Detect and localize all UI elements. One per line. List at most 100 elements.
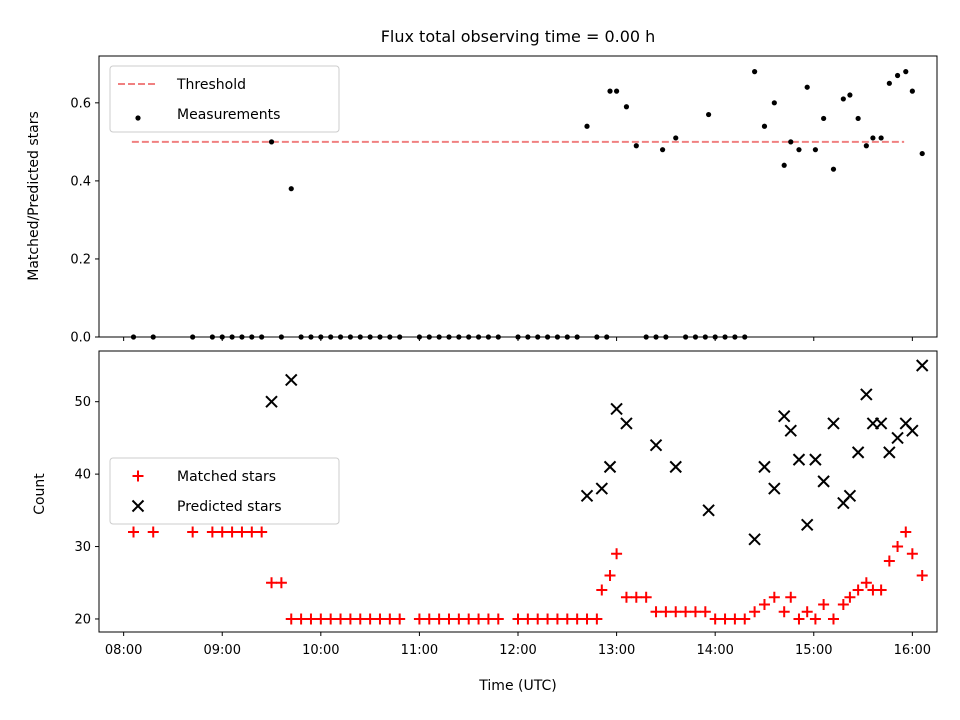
measurement-point	[781, 162, 787, 168]
plot-area	[128, 359, 929, 625]
measurement-point	[544, 334, 551, 340]
measurement-point	[268, 139, 275, 145]
measurement-point	[219, 334, 225, 340]
predicted-stars-point	[874, 417, 888, 430]
matched-stars-point	[844, 591, 856, 603]
measurement-point	[613, 88, 620, 94]
measurement-point	[525, 334, 531, 340]
x-tick-label: 11:00	[401, 643, 438, 658]
y-tick-label: 50	[74, 395, 91, 410]
matched-stars-point	[809, 613, 821, 625]
x-tick-label: 08:00	[105, 643, 142, 658]
matched-stars-point	[875, 584, 887, 596]
matched-stars-point	[236, 526, 248, 538]
matched-stars-point	[532, 613, 544, 625]
x-tick-label: 09:00	[204, 643, 241, 658]
measurement-point	[190, 334, 196, 340]
x-tick-label: 15:00	[795, 643, 832, 658]
x-tick-label: 10:00	[302, 643, 339, 658]
predicted-stars-point	[792, 453, 806, 466]
matched-stars-point	[719, 613, 731, 625]
measurement-point	[607, 88, 613, 94]
measurement-point	[732, 334, 738, 340]
measurement-point	[446, 334, 452, 340]
matched-stars-point	[216, 526, 228, 538]
measurement-point	[752, 69, 758, 75]
measurement-point	[903, 69, 909, 75]
measurement-point	[863, 143, 869, 149]
matched-stars-point	[860, 577, 872, 589]
predicted-stars-point	[809, 453, 822, 466]
matched-stars-point	[295, 613, 307, 625]
measurement-point	[554, 334, 561, 340]
chart-title: Flux total observing time = 0.00 h	[381, 27, 656, 46]
predicted-stars-point	[916, 359, 929, 372]
y-tick-label: 0.6	[70, 96, 91, 111]
predicted-stars-point	[702, 504, 715, 517]
predicted-stars-point	[580, 489, 594, 503]
measurement-point	[796, 147, 802, 153]
matched-stars-point	[900, 526, 912, 538]
measurement-point	[643, 334, 649, 340]
matched-stars-point	[827, 613, 839, 625]
matched-stars-point	[640, 591, 652, 603]
matched-stars-point	[275, 577, 287, 589]
measurement-point	[574, 334, 580, 340]
predicted-stars-point	[768, 482, 781, 495]
y-tick-label: 40	[74, 468, 91, 483]
measurement-point	[821, 115, 827, 122]
predicted-stars-point	[603, 460, 617, 474]
matched-stars-point	[660, 606, 672, 618]
measurement-point	[633, 143, 639, 149]
measurement-point	[278, 334, 284, 340]
predicted-stars-point	[817, 475, 830, 488]
matched-stars-point	[906, 548, 918, 560]
measurement-point	[909, 88, 915, 94]
measurement-point	[761, 123, 768, 129]
matched-stars-point	[604, 570, 616, 582]
measurement-point	[564, 334, 570, 340]
predicted-stars-point	[285, 373, 298, 387]
measurement-point	[416, 334, 423, 340]
matched-stars-point	[561, 613, 573, 625]
legend-label: Measurements	[177, 107, 280, 123]
measurement-point	[229, 334, 235, 340]
measurement-point	[847, 92, 853, 98]
measurement-point	[771, 100, 777, 106]
measurement-point	[855, 115, 861, 122]
matched-stars-point	[670, 606, 682, 618]
measurement-point	[475, 334, 482, 340]
matched-stars-point	[596, 584, 608, 596]
measurement-point	[239, 334, 245, 340]
matched-stars-point	[187, 526, 199, 538]
matched-stars-point	[226, 526, 238, 538]
matched-stars-point	[463, 613, 475, 625]
predicted-stars-point	[610, 402, 623, 416]
matched-stars-point	[364, 613, 376, 625]
matched-stars-point	[305, 613, 317, 625]
measurement-point	[436, 334, 442, 340]
matched-stars-point	[892, 541, 904, 553]
x-tick-label: 14:00	[696, 643, 733, 658]
predicted-stars-point	[758, 460, 771, 474]
x-tick-label: 16:00	[894, 643, 931, 658]
legend-box	[109, 65, 340, 133]
measurement-point	[886, 80, 892, 86]
legend-box	[109, 457, 340, 525]
top-y-axis-label: Matched/Predicted stars	[26, 111, 42, 281]
matched-stars-point	[266, 577, 278, 589]
measurement-point	[130, 334, 137, 340]
matched-stars-point	[620, 591, 632, 603]
matched-stars-point	[758, 598, 770, 610]
measurement-point	[812, 147, 819, 153]
matched-stars-point	[778, 606, 790, 618]
measurement-point	[337, 334, 344, 340]
matched-stars-point	[413, 613, 425, 625]
matched-stars-point	[852, 584, 864, 596]
matched-stars-point	[818, 598, 830, 610]
measurement-point	[919, 150, 925, 157]
matched-stars-point	[801, 606, 813, 618]
bottom-y-axis-label: Count	[32, 473, 48, 515]
y-tick-label: 0.4	[70, 174, 91, 189]
measurement-point	[712, 334, 718, 340]
